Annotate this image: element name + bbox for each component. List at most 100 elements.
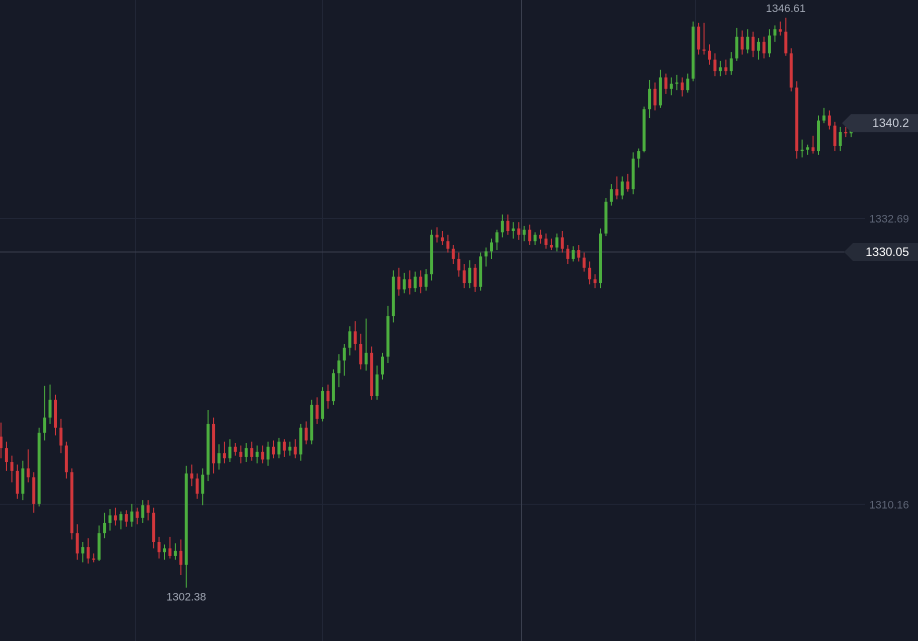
candle <box>282 439 286 457</box>
candle <box>800 139 804 158</box>
candle <box>658 69 662 108</box>
candle <box>533 232 537 245</box>
candle-body <box>222 453 226 459</box>
candle-body <box>359 343 363 365</box>
candle-body <box>822 115 826 121</box>
candle <box>54 394 57 436</box>
candle <box>201 468 205 506</box>
candle <box>402 272 406 294</box>
candle-body <box>740 36 744 50</box>
candle-body <box>680 82 684 91</box>
last-price-tag-background <box>842 114 918 133</box>
candle <box>108 508 112 531</box>
candle <box>228 439 232 463</box>
candle-body <box>190 473 194 479</box>
candle <box>272 440 275 459</box>
candle-body <box>430 234 434 275</box>
candle <box>424 269 428 291</box>
candle <box>784 17 788 56</box>
candle <box>811 135 815 154</box>
candle-body <box>64 445 68 473</box>
candle <box>75 524 79 560</box>
last-price-tag: 1340.2 <box>842 114 918 133</box>
candle <box>528 224 532 245</box>
candle <box>321 387 325 422</box>
candle <box>381 352 384 380</box>
candle-body <box>588 267 592 280</box>
candle <box>451 244 455 265</box>
candles-group <box>0 17 853 588</box>
candle <box>364 318 368 371</box>
candle <box>511 222 515 239</box>
candle <box>375 365 379 400</box>
candle-body <box>233 446 237 452</box>
candle <box>435 227 439 243</box>
candle-body <box>669 83 673 89</box>
candle <box>473 264 477 292</box>
candle-body <box>446 241 450 249</box>
candle-body <box>664 77 668 89</box>
candle <box>163 544 166 560</box>
candle <box>615 176 619 200</box>
candle <box>495 229 499 251</box>
candle <box>331 369 335 405</box>
candle-body <box>648 88 652 110</box>
candle <box>342 343 346 376</box>
candle <box>664 73 668 94</box>
candle-body <box>495 232 499 243</box>
candle-body <box>658 77 662 106</box>
candle-body <box>838 132 842 146</box>
candle <box>669 77 673 96</box>
candle-body <box>642 109 646 152</box>
candle <box>724 59 728 75</box>
candle-body <box>326 390 330 402</box>
candle <box>566 244 570 265</box>
candle <box>152 507 156 549</box>
candle <box>462 264 466 289</box>
candle <box>479 252 483 291</box>
candle <box>778 21 782 36</box>
candle <box>239 445 243 464</box>
candle <box>582 252 586 272</box>
candle-body <box>571 250 575 259</box>
candle-body <box>32 477 36 504</box>
candle <box>255 445 259 464</box>
candle <box>124 510 128 527</box>
candle-body <box>522 229 526 235</box>
candle-body <box>500 220 504 233</box>
candle-body <box>615 189 619 196</box>
candle <box>789 48 793 92</box>
candle-body <box>402 279 406 290</box>
candle <box>184 465 188 588</box>
candle <box>544 233 548 249</box>
candle-body <box>201 474 205 494</box>
candle-body <box>697 26 701 50</box>
candle-body <box>582 257 586 268</box>
price-axis: 1332.69 1310.16 1340.2 1330.05 <box>842 114 918 511</box>
candle-body <box>789 53 793 88</box>
candle-body <box>293 446 297 455</box>
candle <box>113 507 117 526</box>
candle-body <box>806 147 810 150</box>
candle <box>697 22 701 55</box>
candle <box>838 126 842 152</box>
candle <box>310 399 314 445</box>
candle-body <box>593 279 597 284</box>
candle-body <box>168 548 172 556</box>
candle-body <box>54 399 57 428</box>
candle <box>713 53 717 77</box>
candle-body <box>353 331 357 344</box>
candle <box>386 305 390 364</box>
candle-body <box>113 515 117 521</box>
candle <box>762 36 766 59</box>
candle-body <box>451 248 455 259</box>
candle <box>490 238 493 259</box>
candle <box>315 397 319 424</box>
candle-body <box>468 267 472 284</box>
candle <box>135 507 139 525</box>
candle <box>348 326 352 356</box>
candle <box>119 511 123 530</box>
